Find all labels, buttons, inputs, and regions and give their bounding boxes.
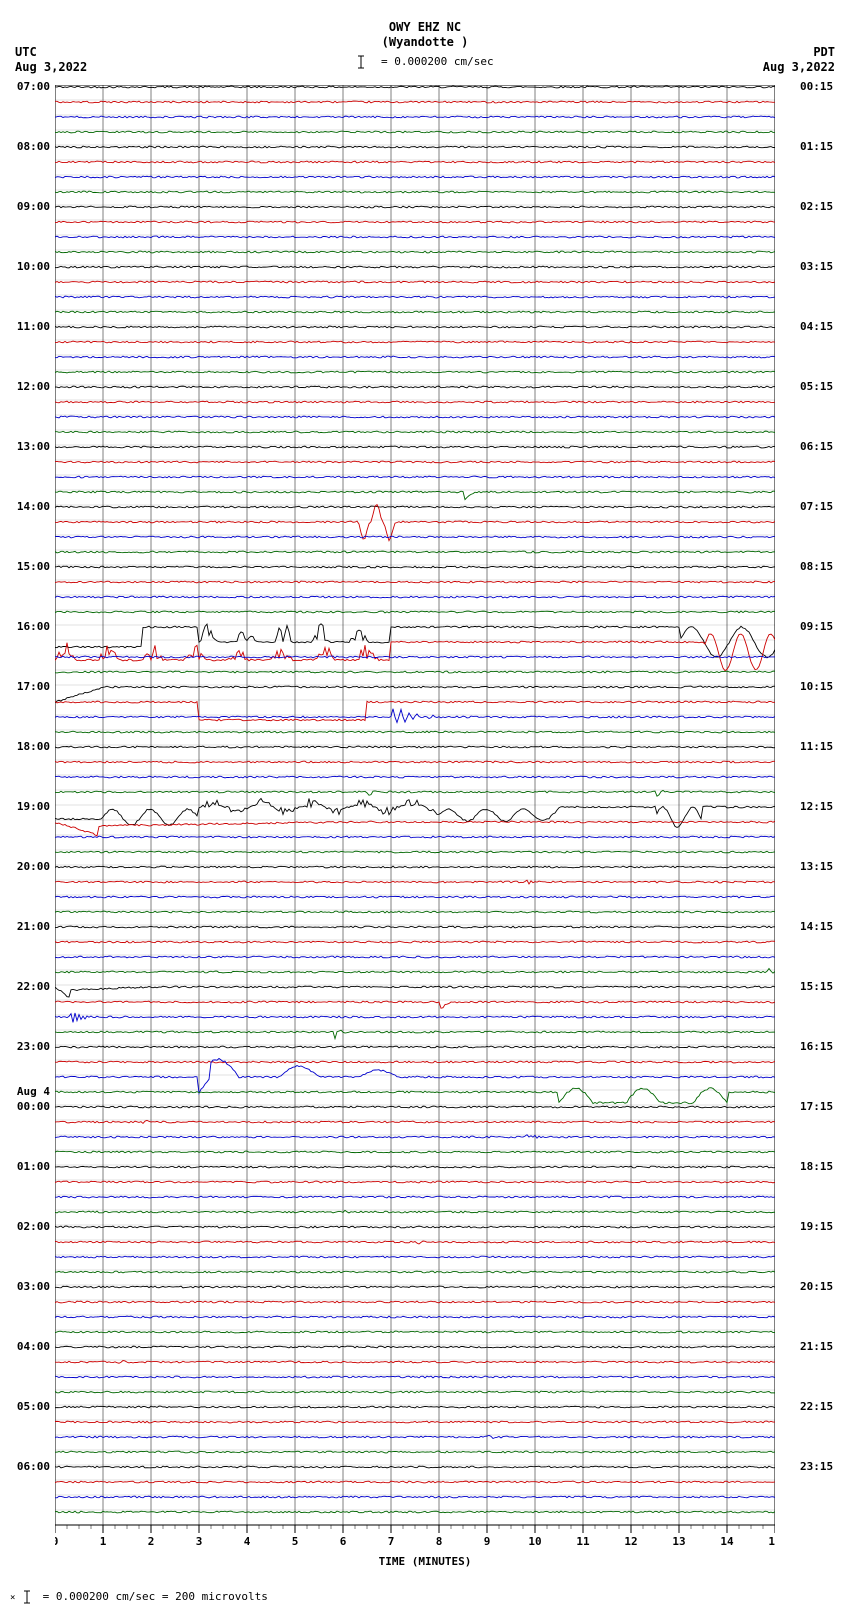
left-time-label: 18:00 [17,740,50,753]
right-time-label: 10:15 [800,680,833,693]
right-time-label: 09:15 [800,620,833,633]
right-time-label: 15:15 [800,980,833,993]
svg-text:15: 15 [768,1535,775,1548]
svg-text:10: 10 [528,1535,541,1548]
svg-text:8: 8 [436,1535,443,1548]
right-time-label: 17:15 [800,1100,833,1113]
left-time-label: 15:00 [17,560,50,573]
right-date: Aug 3,2022 [763,60,835,74]
svg-text:14: 14 [720,1535,734,1548]
right-time-label: 07:15 [800,500,833,513]
right-time-label: 18:15 [800,1160,833,1173]
left-timezone: UTC [15,45,37,59]
right-time-label: 01:15 [800,140,833,153]
right-time-label: 06:15 [800,440,833,453]
left-time-label: 09:00 [17,200,50,213]
x-axis-label: TIME (MINUTES) [0,1555,850,1568]
helicorder-plot: 0123456789101112131415 [55,85,775,1525]
left-date: Aug 3,2022 [15,60,87,74]
left-time-label: 10:00 [17,260,50,273]
right-time-label: 21:15 [800,1340,833,1353]
left-time-label: 02:00 [17,1220,50,1233]
station-subtitle: (Wyandotte ) [0,35,850,49]
left-time-label: 17:00 [17,680,50,693]
right-time-label: 19:15 [800,1220,833,1233]
left-time-label: 16:00 [17,620,50,633]
left-time-label: 21:00 [17,920,50,933]
svg-text:0: 0 [55,1535,58,1548]
left-time-label: 20:00 [17,860,50,873]
svg-text:2: 2 [148,1535,155,1548]
left-time-label: 11:00 [17,320,50,333]
left-time-label: 04:00 [17,1340,50,1353]
footer-scale: × = 0.000200 cm/sec = 200 microvolts [10,1590,268,1604]
footer-text: = 0.000200 cm/sec = 200 microvolts [43,1590,268,1603]
left-time-label: 14:00 [17,500,50,513]
right-time-label: 00:15 [800,80,833,93]
svg-text:7: 7 [388,1535,395,1548]
scale-indicator: = 0.000200 cm/sec [0,55,850,69]
scale-text: = 0.000200 cm/sec [381,55,494,68]
svg-text:1: 1 [100,1535,107,1548]
svg-text:3: 3 [196,1535,203,1548]
station-title: OWY EHZ NC [0,20,850,34]
right-time-labels: 00:1501:1502:1503:1504:1505:1506:1507:15… [798,85,840,1525]
right-time-label: 20:15 [800,1280,833,1293]
left-time-label: 22:00 [17,980,50,993]
left-time-label: 13:00 [17,440,50,453]
seismogram-container: OWY EHZ NC (Wyandotte ) = 0.000200 cm/se… [0,0,850,1613]
left-time-label: 07:00 [17,80,50,93]
svg-text:4: 4 [244,1535,251,1548]
left-time-label: 19:00 [17,800,50,813]
svg-text:12: 12 [624,1535,637,1548]
right-time-label: 14:15 [800,920,833,933]
left-time-label: 12:00 [17,380,50,393]
svg-text:6: 6 [340,1535,347,1548]
svg-text:9: 9 [484,1535,491,1548]
right-time-label: 04:15 [800,320,833,333]
left-time-label: 03:00 [17,1280,50,1293]
left-time-label: 08:00 [17,140,50,153]
svg-text:11: 11 [576,1535,590,1548]
right-time-label: 05:15 [800,380,833,393]
left-time-label: 23:00 [17,1040,50,1053]
right-time-label: 02:15 [800,200,833,213]
right-time-label: 13:15 [800,860,833,873]
right-time-label: 12:15 [800,800,833,813]
left-time-label: 06:00 [17,1460,50,1473]
svg-text:5: 5 [292,1535,299,1548]
left-time-labels: 07:0008:0009:0010:0011:0012:0013:0014:00… [10,85,52,1525]
right-time-label: 03:15 [800,260,833,273]
left-time-label: Aug 4 [17,1085,50,1098]
right-time-label: 11:15 [800,740,833,753]
right-time-label: 08:15 [800,560,833,573]
right-time-label: 23:15 [800,1460,833,1473]
right-time-label: 16:15 [800,1040,833,1053]
right-timezone: PDT [813,45,835,59]
left-time-label: 01:00 [17,1160,50,1173]
left-time-label: 05:00 [17,1400,50,1413]
svg-text:13: 13 [672,1535,685,1548]
left-time-label: 00:00 [17,1100,50,1113]
right-time-label: 22:15 [800,1400,833,1413]
